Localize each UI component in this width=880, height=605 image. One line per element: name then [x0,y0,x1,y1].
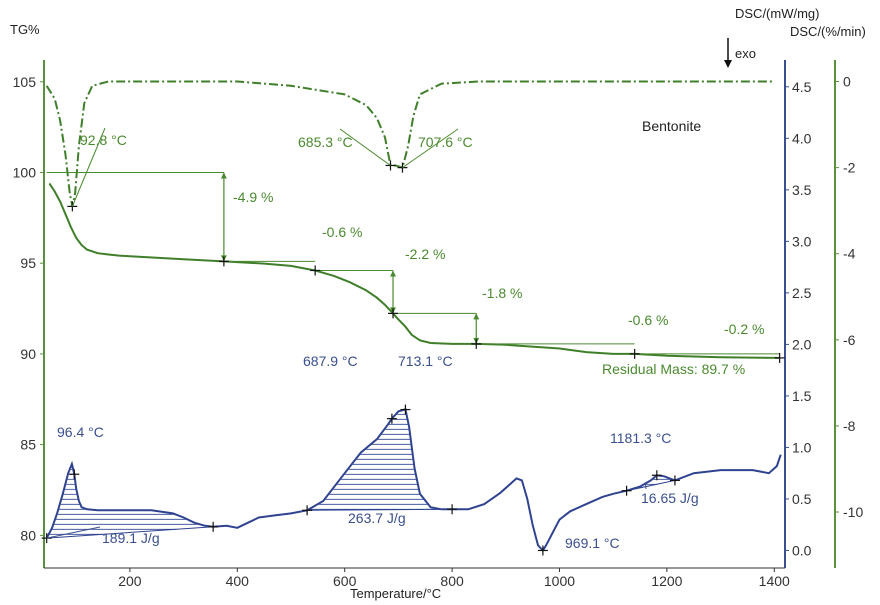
dsc-tick-label: 0.0 [792,542,812,558]
mass-step-label-1: -4.9 % [233,189,273,205]
dtg-peak-leader [339,128,391,166]
x-tick-label: 1400 [759,573,790,589]
tg-tick-label: 80 [20,527,36,543]
dtg-tick-label: 0 [843,74,851,90]
ticks-layer: 200 400 600 800 1000 1200 1400 80 85 90 95 100 105 0.… [13,74,864,589]
mass-step-label-4: -1.8 % [482,285,522,301]
mass-step-arrowhead-icon [473,313,480,320]
x-tick-label: 1000 [544,573,575,589]
dtg-peak-label-2: 685.3 °C [298,134,353,150]
dsc-tick-label: 2.0 [792,336,812,352]
dsc-peak-label-5: 1181.3 °C [610,430,671,446]
dsc-area-label-3: 16.65 J/g [641,490,699,506]
annotation-layer [41,127,785,556]
exo-label: exo [735,46,756,61]
x-tick-label: 1200 [651,573,682,589]
tg-tick-label: 90 [20,346,36,362]
tg-tick-label: 85 [20,437,36,453]
dtg-peak-leader [402,128,459,169]
dtg-tick-label: -6 [843,332,856,348]
mass-step-label-2: -0.6 % [322,224,362,240]
dsc-axis-title: DSC/(mW/mg) [735,6,820,21]
sample-name: Bentonite [642,118,701,134]
tg-tick-label: 100 [13,164,37,180]
dsc-area-leader [644,482,647,490]
mass-step-arrowhead-icon [390,270,397,277]
mass-step-label-6: -0.2 % [724,321,764,337]
tg-tick-label: 105 [13,74,37,90]
dsc-peak-label-4: 969.1 °C [565,535,620,551]
dtg-tick-label: -8 [843,418,856,434]
dtg-tick-label: -4 [843,246,856,262]
dtg-tick-label: -2 [843,160,856,176]
dsc-peak-label-3: 713.1 °C [398,353,453,369]
residual-mass-label: Residual Mass: 89.7 % [602,361,745,377]
dsc-tick-label: 0.5 [792,491,812,507]
dsc-tick-label: 3.5 [792,182,812,198]
x-tick-label: 600 [333,573,357,589]
exo-arrowhead-icon [724,60,732,68]
dtg-peak-leader [71,127,106,207]
dsc-peak-label-2: 687.9 °C [303,353,358,369]
x-tick-label: 400 [226,573,250,589]
mass-step-arrowhead-icon [220,172,227,179]
dsc-area-label-2: 263.7 J/g [348,510,406,526]
dsc-tick-label: 1.0 [792,439,812,455]
tg-tick-label: 95 [20,255,36,271]
mass-step-label-5: -0.6 % [628,312,668,328]
x-tick-label: 800 [440,573,464,589]
dtg-tick-label: -10 [843,504,863,520]
dsc-area-label-1: 189.1 J/g [102,530,160,546]
x-tick-label: 200 [118,573,142,589]
tg-axis-title: TG% [10,22,40,37]
dsc-area-baseline [46,526,214,539]
dsc-tick-label: 3.0 [792,233,812,249]
dsc-tick-label: 4.0 [792,130,812,146]
dtg-axis-title: DSC/(%/min) [790,24,866,39]
x-axis-title: Temperature/°C [350,586,441,601]
dtg-curve [45,80,775,207]
tg-curve [48,182,780,359]
dsc-tick-label: 4.5 [792,79,812,95]
dsc-peak-label-1: 96.4 °C [57,424,104,440]
dtg-peak-label-1: 92.8 °C [80,132,127,148]
dsc-tick-label: 1.5 [792,388,812,404]
dtg-peak-label-3: 707.6 °C [418,134,473,150]
dsc-area-leader [46,526,101,539]
mass-step-label-3: -2.2 % [405,246,445,262]
dsc-tick-label: 2.5 [792,285,812,301]
